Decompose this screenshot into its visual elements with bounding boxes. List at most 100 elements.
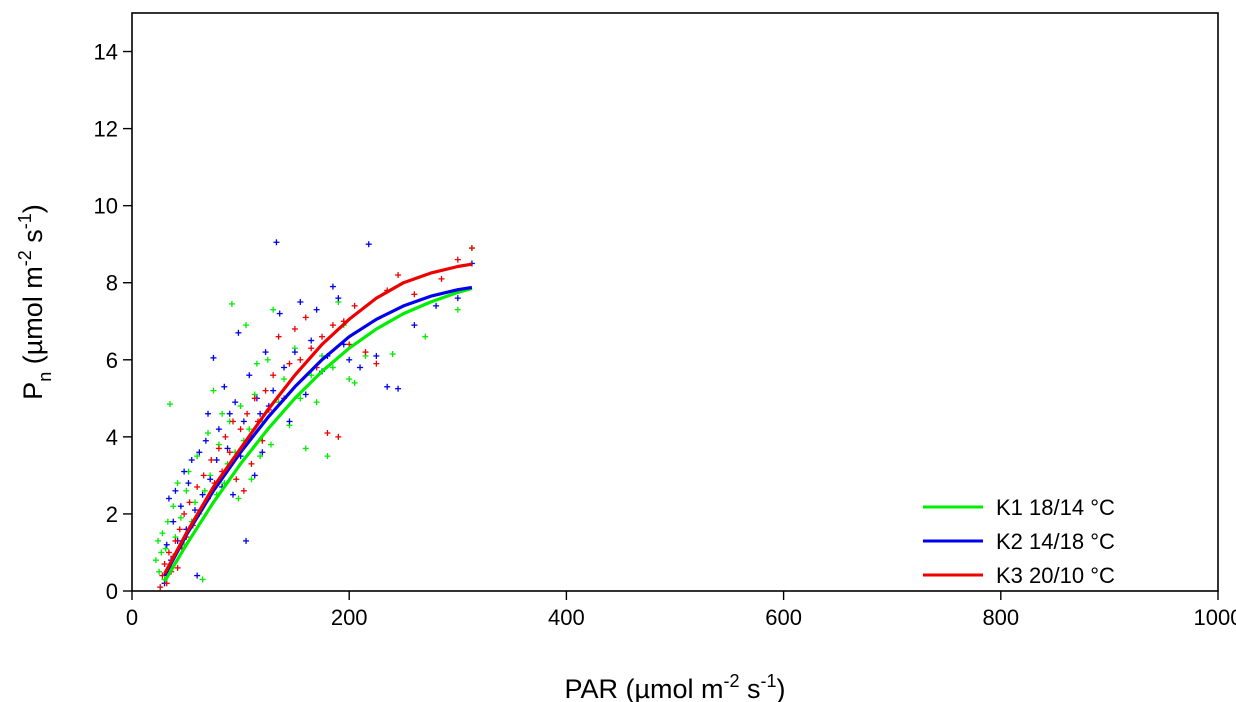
scatter-point-k3 xyxy=(229,418,236,425)
scatter-point-k2 xyxy=(194,572,201,579)
scatter-point-k1 xyxy=(346,376,353,383)
scatter-point-k1 xyxy=(308,372,315,379)
y-axis-ticks: 0 2 4 6 8 10 12 14 xyxy=(94,40,132,604)
scatter-point-k1 xyxy=(183,487,190,494)
legend-label-k1: K1 18/14 °C xyxy=(996,495,1115,520)
y-tick-label: 2 xyxy=(106,502,118,527)
scatter-point-k1 xyxy=(237,403,244,410)
scatter-point-k2 xyxy=(373,352,380,359)
scatter-point-k3 xyxy=(240,487,247,494)
y-tick-label: 4 xyxy=(106,425,118,450)
scatter-point-k2 xyxy=(259,449,266,456)
scatter-point-k1 xyxy=(454,306,461,313)
scatter-point-k1 xyxy=(246,426,253,433)
scatter-point-k2 xyxy=(221,383,228,390)
scatter-point-k3 xyxy=(329,322,336,329)
scatter-point-k1 xyxy=(162,545,169,552)
scatter-point-k1 xyxy=(194,453,201,460)
scatter-point-k1 xyxy=(219,410,226,417)
y-tick-label: 10 xyxy=(94,194,118,219)
scatter-point-k2 xyxy=(329,283,336,290)
scatter-point-k1 xyxy=(243,322,250,329)
scatter-point-k1 xyxy=(210,387,217,394)
scatter-point-k3 xyxy=(244,410,251,417)
scatter-point-k3 xyxy=(286,360,293,367)
scatter-point-k3 xyxy=(291,325,298,332)
scatter-point-k3 xyxy=(233,476,240,483)
scatter-point-k2 xyxy=(170,518,177,525)
scatter-point-k1 xyxy=(257,453,264,460)
legend-label-k2: K2 14/18 °C xyxy=(996,529,1115,554)
scatter-point-k2 xyxy=(213,456,220,463)
x-tick-label: 600 xyxy=(765,605,802,630)
data-points xyxy=(152,239,475,591)
scatter-point-k3 xyxy=(251,395,258,402)
scatter-point-k2 xyxy=(172,487,179,494)
scatter-point-k2 xyxy=(177,503,184,510)
x-tick-label: 200 xyxy=(331,605,368,630)
scatter-point-k3 xyxy=(163,580,170,587)
scatter-point-k3 xyxy=(362,349,369,356)
fit-curve-k2 xyxy=(163,285,473,577)
scatter-point-k3 xyxy=(373,360,380,367)
scatter-point-k3 xyxy=(157,584,164,591)
scatter-point-k3 xyxy=(176,526,183,533)
scatter-point-k2 xyxy=(273,239,280,246)
x-tick-label: 0 xyxy=(126,605,138,630)
scatter-point-k2 xyxy=(302,391,309,398)
scatter-point-k3 xyxy=(335,433,342,440)
scatter-point-k1 xyxy=(270,306,277,313)
scatter-point-k1 xyxy=(268,441,275,448)
scatter-point-k3 xyxy=(411,291,418,298)
y-tick-label: 6 xyxy=(106,348,118,373)
scatter-point-k3 xyxy=(438,275,445,282)
scatter-point-k3 xyxy=(308,345,315,352)
legend-label-k3: K3 20/10 °C xyxy=(996,563,1115,588)
scatter-point-k2 xyxy=(357,364,364,371)
scatter-point-k2 xyxy=(433,302,440,309)
scatter-point-k2 xyxy=(185,480,192,487)
scatter-point-k2 xyxy=(205,410,212,417)
scatter-point-k1 xyxy=(174,480,181,487)
scatter-point-k2 xyxy=(308,337,315,344)
scatter-point-k2 xyxy=(346,356,353,363)
scatter-point-k3 xyxy=(226,449,233,456)
scatter-point-k3 xyxy=(161,561,168,568)
scatter-point-k1 xyxy=(191,499,198,506)
scatter-point-k2 xyxy=(207,476,214,483)
scatter-point-k3 xyxy=(222,433,229,440)
scatter-point-k2 xyxy=(246,372,253,379)
scatter-point-k1 xyxy=(170,503,177,510)
scatter-point-k2 xyxy=(270,387,277,394)
scatter-point-k1 xyxy=(152,557,159,564)
scatter-point-k2 xyxy=(165,495,172,502)
scatter-point-k1 xyxy=(159,530,166,537)
scatter-point-k1 xyxy=(422,333,429,340)
scatter-point-k3 xyxy=(194,483,201,490)
scatter-point-k2 xyxy=(196,449,203,456)
scatter-point-k2 xyxy=(235,329,242,336)
scatter-point-k1 xyxy=(329,364,336,371)
scatter-point-k2 xyxy=(224,445,231,452)
y-tick-label: 0 xyxy=(106,579,118,604)
scatter-point-k3 xyxy=(395,272,402,279)
scatter-point-k3 xyxy=(468,245,475,252)
legend: K1 18/14 °C K2 14/18 °C K3 20/10 °C xyxy=(923,495,1115,588)
scatter-point-k2 xyxy=(281,364,288,371)
scatter-point-k3 xyxy=(270,372,277,379)
scatter-point-k3 xyxy=(215,445,222,452)
scatter-point-k3 xyxy=(275,333,282,340)
scatter-point-k2 xyxy=(240,418,247,425)
scatter-point-k2 xyxy=(191,507,198,514)
scatter-point-k2 xyxy=(181,468,188,475)
scatter-point-k2 xyxy=(215,426,222,433)
scatter-point-k2 xyxy=(202,437,209,444)
scatter-point-k1 xyxy=(155,537,162,544)
x-tick-label: 800 xyxy=(982,605,1019,630)
scatter-point-k3 xyxy=(351,302,358,309)
scatter-point-k1 xyxy=(199,576,206,583)
scatter-point-k2 xyxy=(229,491,236,498)
scatter-point-k2 xyxy=(226,410,233,417)
